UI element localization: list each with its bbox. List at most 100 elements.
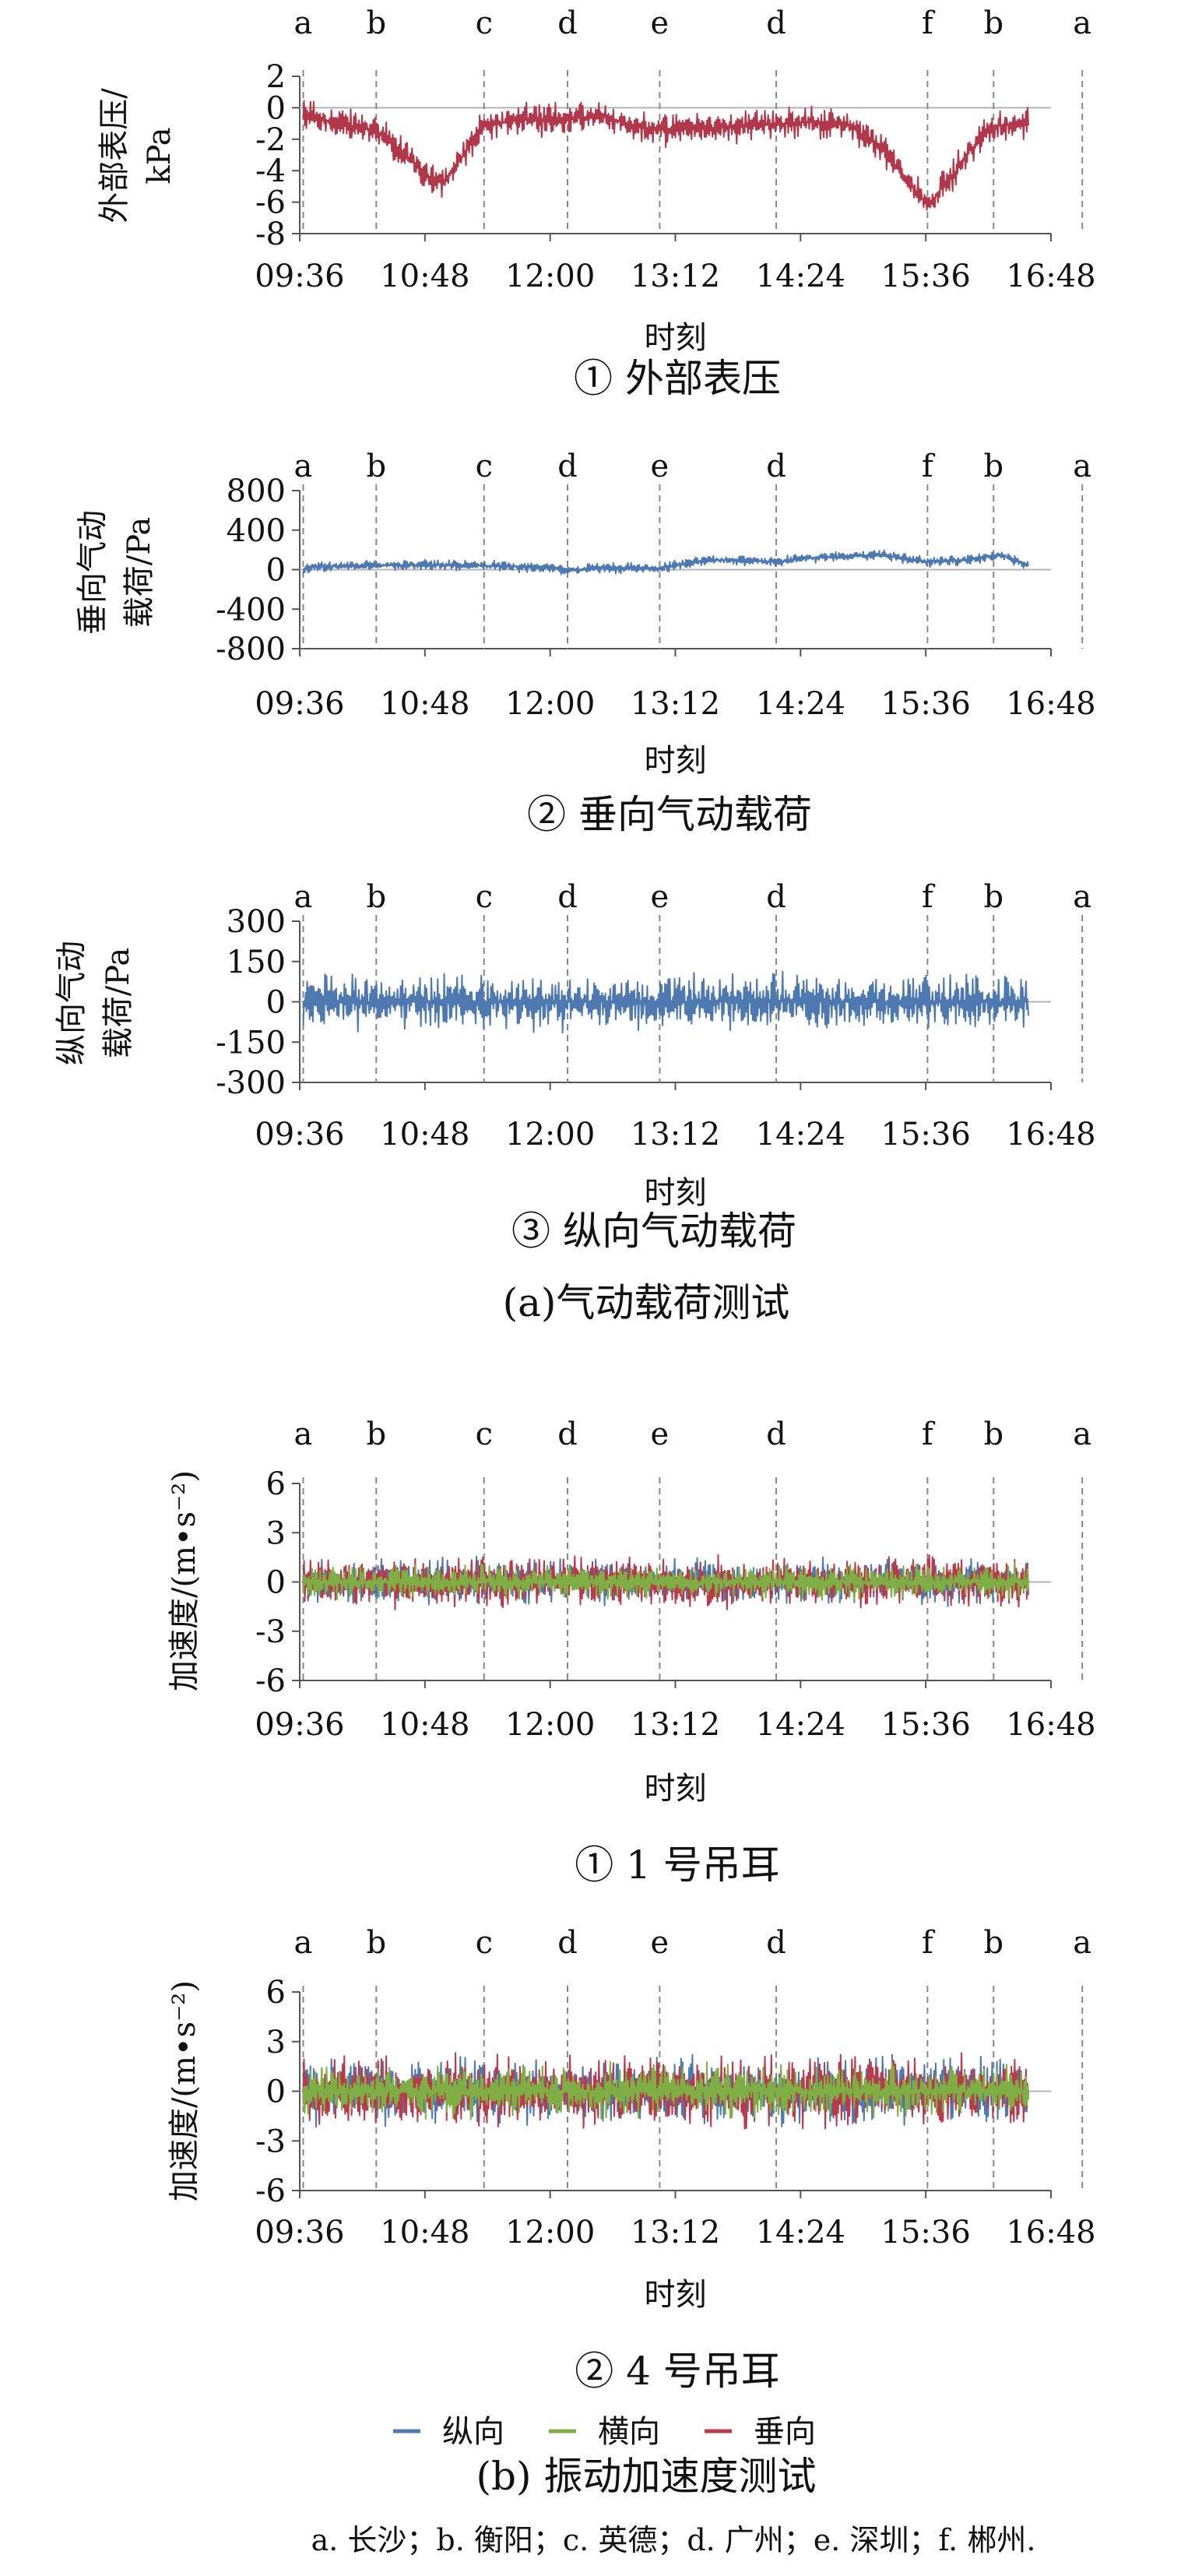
y-tick-label: 0 bbox=[266, 1565, 286, 1601]
x-axis-label: 时刻 bbox=[645, 1771, 707, 1807]
y-tick-label: -3 bbox=[255, 2124, 286, 2159]
y-axis-label: kPa bbox=[142, 127, 177, 184]
section-b-caption: (b) 振动加速度测试 bbox=[476, 2454, 817, 2499]
x-tick-label: 10:48 bbox=[380, 2215, 469, 2250]
x-tick-label: 12:00 bbox=[505, 686, 595, 722]
y-tick-label: 0 bbox=[266, 2075, 286, 2110]
y-axis-label: 外部表压/ bbox=[97, 88, 132, 223]
panel-longitudinal-load: 300 150 0 -150 -300 09:36 10:48 12:00 13:12 14:24… bbox=[54, 879, 1096, 1211]
y-tick-label: -8 bbox=[255, 216, 286, 252]
y-tick-label: -3 bbox=[255, 1614, 286, 1650]
x-tick-label: 16:48 bbox=[1006, 259, 1095, 294]
station-marker-label: b bbox=[983, 1416, 1003, 1452]
subtitle-longitudinal-load: ③ 纵向气动载荷 bbox=[511, 1209, 796, 1254]
x-tick-label: 09:36 bbox=[255, 259, 344, 294]
x-tick-label: 14:24 bbox=[756, 259, 845, 294]
y-tick-label: 3 bbox=[266, 1515, 286, 1551]
series-trace bbox=[302, 1554, 1029, 1610]
x-tick-label: 14:24 bbox=[756, 2215, 845, 2250]
x-tick-label: 09:36 bbox=[255, 2215, 344, 2250]
x-tick-label: 10:48 bbox=[380, 1117, 469, 1153]
station-marker-label: c bbox=[476, 449, 493, 484]
x-tick-label: 14:24 bbox=[756, 686, 845, 722]
x-tick-label: 15:36 bbox=[881, 259, 971, 294]
station-marker-label: e bbox=[651, 5, 670, 41]
station-marker-label: d bbox=[766, 879, 786, 915]
y-tick-label: 150 bbox=[227, 945, 286, 980]
y-tick-label: 0 bbox=[266, 553, 286, 589]
station-marker-label: f bbox=[922, 879, 936, 915]
station-marker-label: d bbox=[557, 449, 578, 484]
y-tick-label: 300 bbox=[227, 904, 286, 940]
station-marker-label: d bbox=[766, 1416, 786, 1452]
x-tick-label: 13:12 bbox=[631, 259, 720, 294]
y-axis-label: 加速度/(m•s⁻²) bbox=[167, 1470, 202, 1691]
station-marker-label: b bbox=[983, 449, 1003, 484]
y-axis-label: 载荷/Pa bbox=[121, 517, 157, 628]
station-marker-label: a bbox=[1073, 879, 1091, 915]
station-marker-label: e bbox=[651, 1416, 670, 1452]
station-marker-label: d bbox=[557, 879, 578, 915]
legend-label-lateral: 横向 bbox=[598, 2414, 660, 2450]
x-tick-label: 13:12 bbox=[631, 1117, 720, 1153]
station-marker-label: b bbox=[366, 449, 386, 484]
x-axis-label: 时刻 bbox=[645, 1175, 707, 1211]
x-axis-label: 时刻 bbox=[645, 743, 707, 779]
x-tick-label: 12:00 bbox=[505, 259, 595, 294]
x-tick-label: 09:36 bbox=[255, 1117, 344, 1153]
x-tick-label: 16:48 bbox=[1006, 1707, 1095, 1743]
station-marker-label: c bbox=[476, 1925, 493, 1961]
x-tick-label: 16:48 bbox=[1006, 2215, 1095, 2250]
station-marker-label: d bbox=[557, 5, 578, 41]
y-tick-label: -6 bbox=[255, 2173, 286, 2209]
panel-lug-4-acceleration: 6 3 0 -3 -6 09:36 10:48 12:00 13:12 14:24 15:36 16:… bbox=[167, 1925, 1096, 2313]
subtitle-external-pressure: ① 外部表压 bbox=[574, 356, 781, 401]
x-tick-label: 15:36 bbox=[881, 2215, 971, 2250]
station-marker-label: b bbox=[366, 1925, 386, 1961]
station-marker-label: e bbox=[651, 449, 670, 484]
station-marker-label: f bbox=[922, 449, 936, 484]
y-tick-label: 0 bbox=[266, 985, 286, 1021]
station-marker-label: b bbox=[366, 879, 386, 915]
y-tick-label: 6 bbox=[266, 1975, 286, 2011]
section-a-caption: (a)气动载荷测试 bbox=[503, 1280, 790, 1325]
series-trace bbox=[302, 970, 1029, 1034]
series-trace bbox=[302, 2060, 1029, 2120]
station-marker-label: c bbox=[476, 1416, 493, 1452]
x-tick-label: 13:12 bbox=[631, 686, 720, 722]
y-tick-label: -6 bbox=[255, 185, 286, 221]
x-tick-label: 13:12 bbox=[631, 1707, 720, 1743]
y-tick-label: 2 bbox=[266, 59, 286, 95]
station-marker-label: d bbox=[766, 1925, 786, 1961]
y-axis-label: 纵向气动 bbox=[54, 941, 90, 1065]
panel-external-pressure: 20-2-4-6-8 09:36 10:48 12:00 13:12 14:24 15:36… bbox=[97, 5, 1096, 356]
legend-label-vertical: 垂向 bbox=[754, 2414, 816, 2450]
subtitle-vertical-load: ② 垂向气动载荷 bbox=[527, 792, 812, 837]
y-tick-label: -6 bbox=[255, 1663, 286, 1699]
y-tick-label: -800 bbox=[216, 632, 286, 667]
y-tick-label: -2 bbox=[255, 122, 286, 158]
x-tick-label: 15:36 bbox=[881, 1707, 971, 1743]
footnote: a. 长沙；b. 衡阳；c. 英德；d. 广州；e. 深圳；f. 郴州. bbox=[311, 2523, 1036, 2557]
x-tick-label: 16:48 bbox=[1006, 1117, 1095, 1153]
x-tick-label: 13:12 bbox=[631, 2215, 720, 2250]
x-tick-label: 16:48 bbox=[1006, 686, 1095, 722]
x-tick-label: 09:36 bbox=[255, 686, 344, 722]
subtitle-lug-1: ① 1 号吊耳 bbox=[575, 1842, 780, 1888]
station-marker-label: f bbox=[922, 1416, 936, 1452]
x-axis-label: 时刻 bbox=[645, 320, 707, 356]
x-tick-label: 12:00 bbox=[505, 1117, 595, 1153]
x-axis-label: 时刻 bbox=[645, 2277, 707, 2313]
station-marker-label: b bbox=[983, 879, 1003, 915]
station-marker-label: f bbox=[922, 5, 936, 41]
station-marker-label: a bbox=[294, 1925, 313, 1961]
y-tick-label: -150 bbox=[216, 1025, 286, 1061]
series-trace bbox=[302, 549, 1029, 575]
station-marker-label: d bbox=[766, 5, 786, 41]
station-marker-label: a bbox=[1073, 5, 1091, 41]
legend: 纵向 横向 垂向 bbox=[393, 2414, 816, 2450]
panel-lug-1-acceleration: 6 3 0 -3 -6 09:36 10:48 12:00 13:12 14:24 15:36 16:… bbox=[167, 1416, 1096, 1807]
station-marker-label: d bbox=[766, 449, 786, 484]
station-marker-label: a bbox=[1073, 449, 1091, 484]
